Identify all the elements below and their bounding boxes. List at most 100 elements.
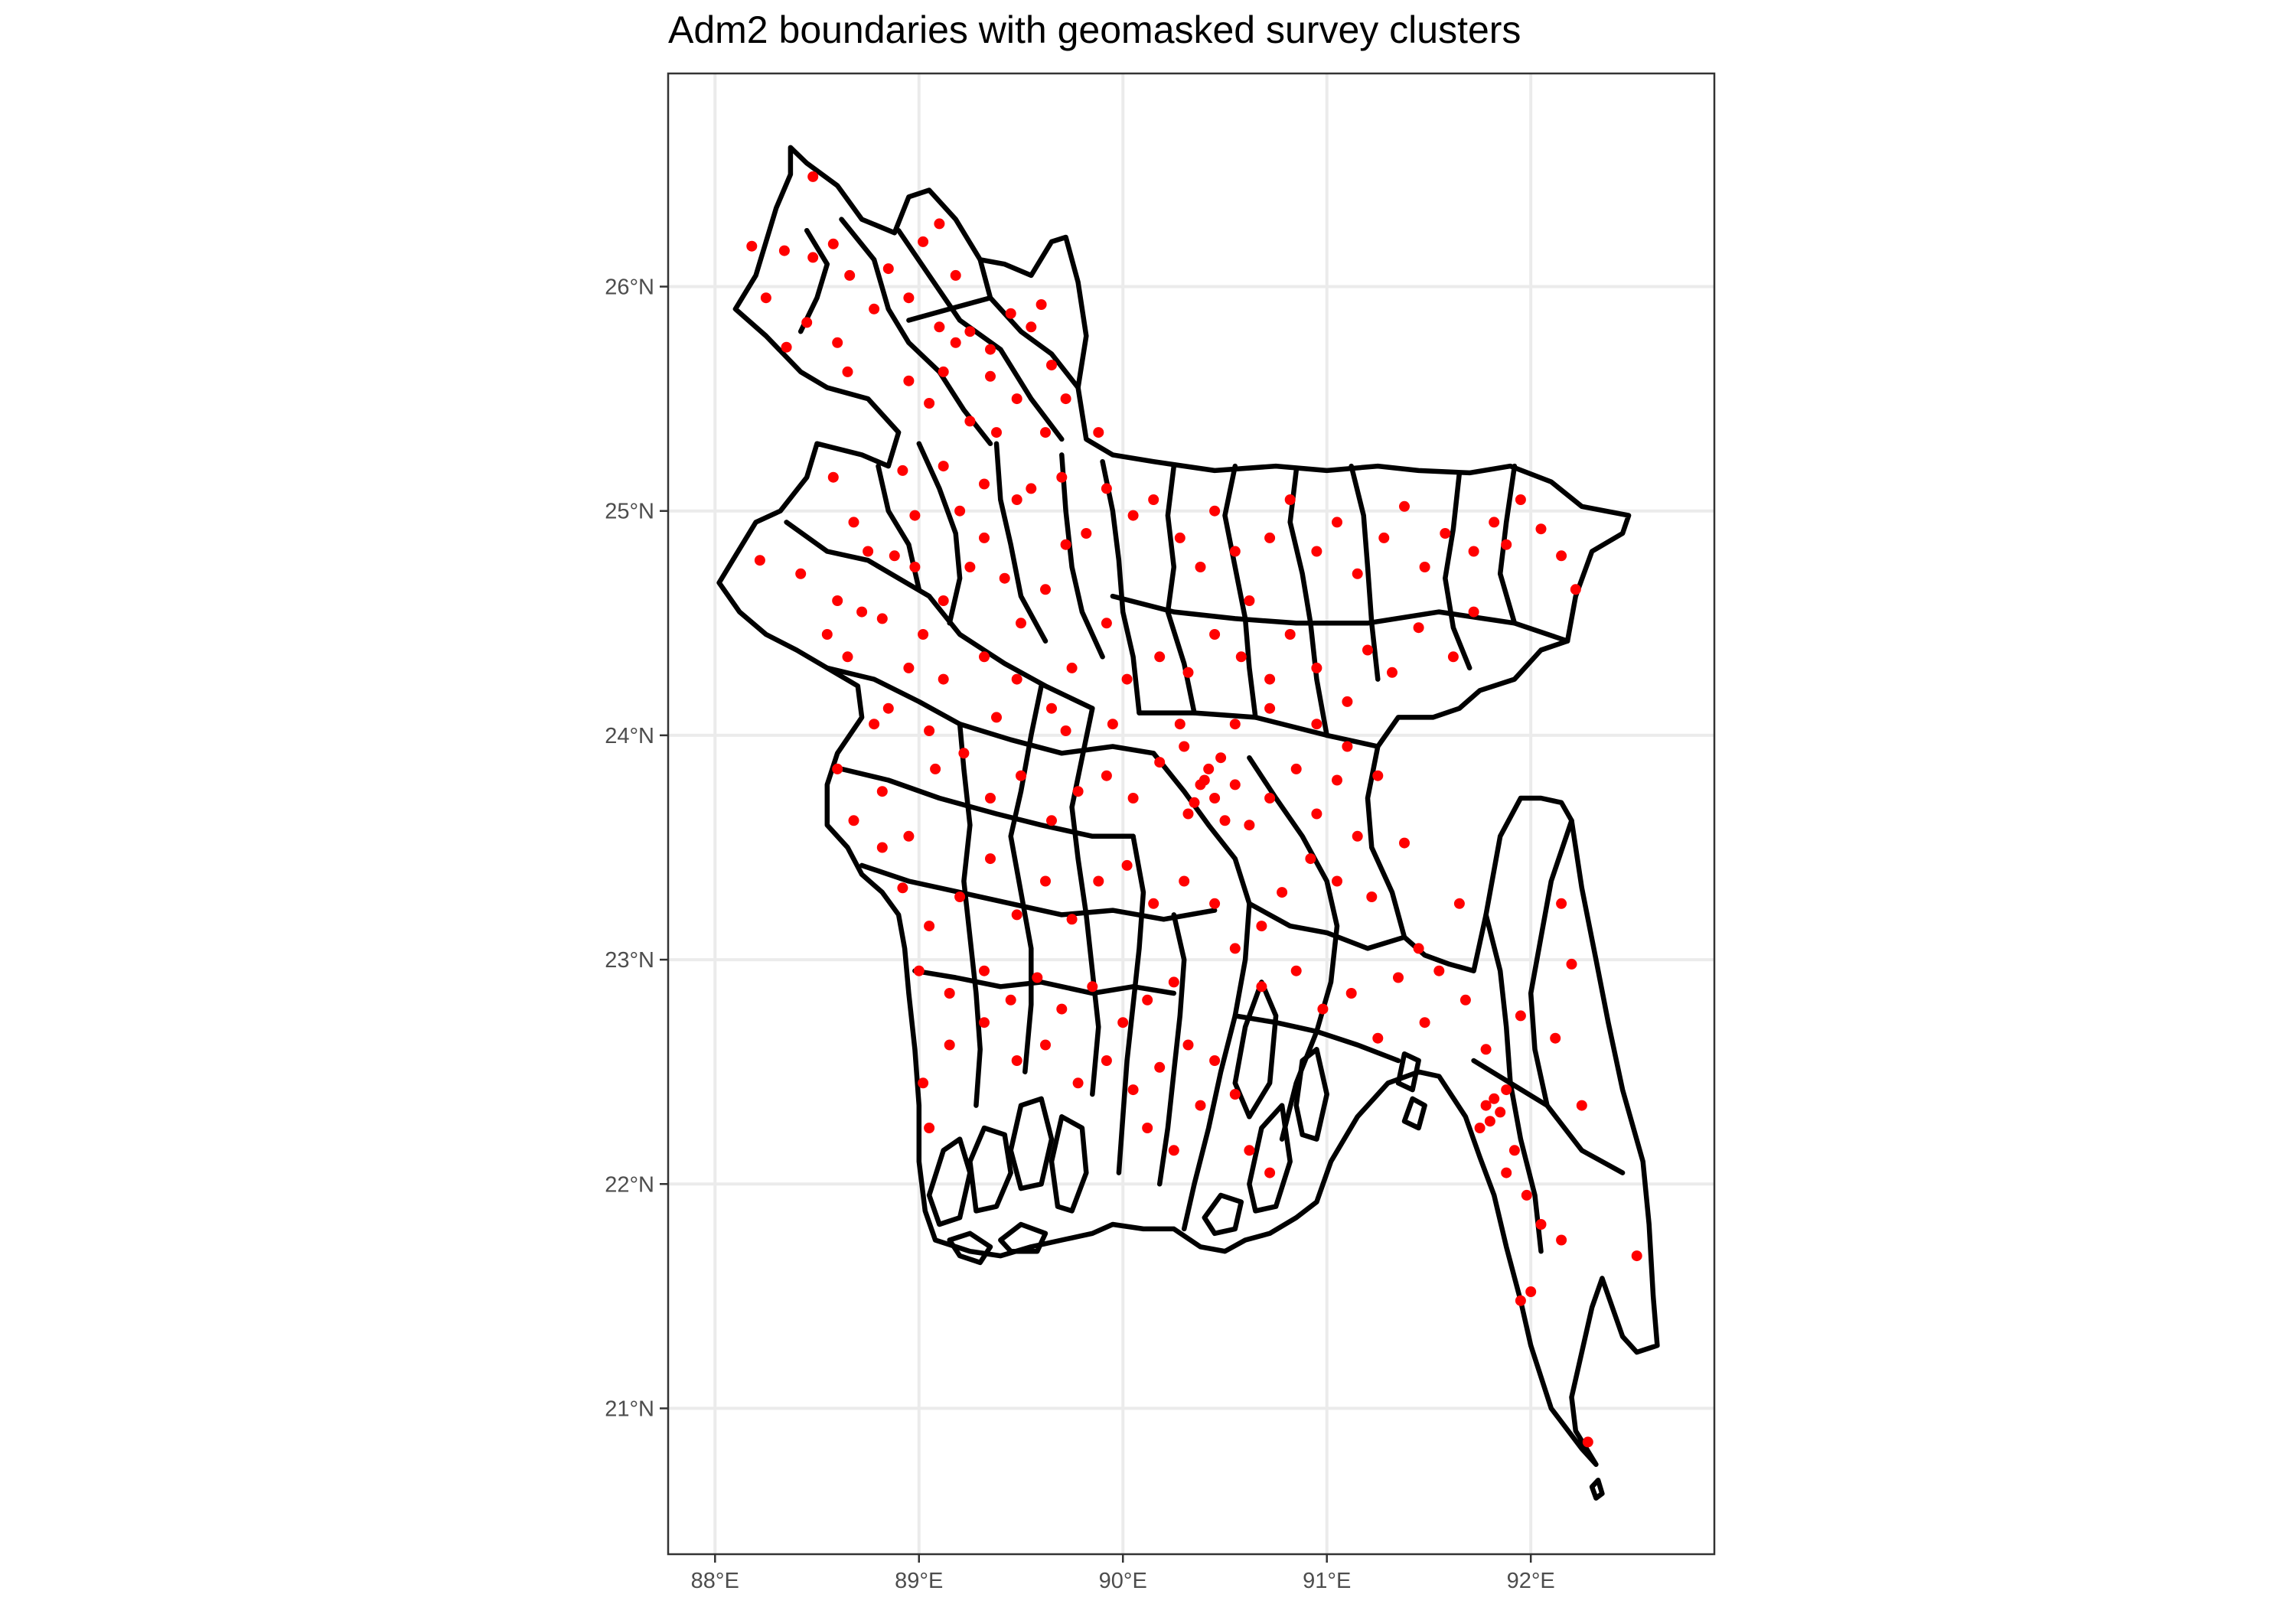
cluster-point: [1413, 943, 1424, 954]
x-tick-label: 88°E: [691, 1569, 739, 1593]
cluster-point: [1525, 1286, 1537, 1297]
cluster-point: [958, 748, 970, 759]
cluster-point: [938, 461, 949, 472]
cluster-point: [924, 725, 935, 736]
cluster-point: [1066, 662, 1078, 673]
cluster-point: [1026, 483, 1037, 494]
cluster-point: [979, 1017, 990, 1028]
cluster-point: [1203, 763, 1215, 774]
cluster-point: [1311, 662, 1322, 673]
cluster-point: [1419, 1017, 1430, 1028]
island-outline: [1232, 980, 1279, 1120]
island-outline: [1049, 1114, 1089, 1214]
cluster-point: [1556, 1234, 1567, 1246]
cluster-point: [1399, 837, 1410, 849]
cluster-point: [985, 853, 996, 865]
cluster-point: [938, 366, 949, 377]
cluster-point: [1093, 875, 1104, 887]
cluster-point: [807, 252, 819, 263]
cluster-point: [746, 240, 758, 252]
cluster-point: [1107, 719, 1118, 730]
district-boundary: [1471, 1058, 1550, 1108]
cluster-point: [1209, 629, 1221, 640]
cluster-point: [1101, 618, 1112, 629]
cluster-point: [897, 882, 908, 894]
cluster-point: [903, 662, 915, 673]
cluster-point: [876, 613, 888, 624]
cluster-point: [1413, 622, 1424, 634]
cluster-point: [1264, 702, 1276, 714]
cluster-point: [1209, 505, 1221, 517]
cluster-point: [1582, 1436, 1593, 1448]
cluster-point: [832, 763, 843, 774]
cluster-point: [1342, 696, 1353, 707]
x-tick-label: 90°E: [1099, 1569, 1147, 1593]
cluster-point: [1174, 532, 1186, 543]
cluster-point: [1215, 752, 1227, 764]
graticule: [668, 73, 1714, 1554]
district-boundary: [957, 721, 983, 1108]
cluster-point: [938, 673, 949, 685]
cluster-point: [1011, 673, 1022, 685]
cluster-point: [1311, 719, 1322, 730]
cluster-point: [979, 478, 990, 490]
cluster-point: [1154, 1061, 1166, 1073]
cluster-point: [842, 366, 853, 377]
cluster-point: [1468, 546, 1479, 557]
y-tick-label: 26°N: [605, 275, 654, 300]
cluster-point: [1501, 1084, 1512, 1096]
cluster-point: [807, 171, 819, 182]
cluster-point: [1101, 770, 1112, 781]
cluster-point: [1056, 471, 1068, 483]
cluster-point: [1352, 568, 1363, 579]
cluster-point: [856, 606, 868, 618]
cluster-point: [954, 505, 966, 517]
district-boundary: [993, 441, 1049, 644]
cluster-point: [1011, 1055, 1022, 1066]
cluster-point: [1072, 786, 1084, 797]
cluster-point: [1011, 494, 1022, 505]
district-boundary: [1137, 710, 1381, 749]
cluster-point: [1366, 892, 1378, 902]
cluster-point: [760, 292, 771, 304]
cluster-point: [1046, 702, 1057, 714]
cluster-point: [1182, 808, 1194, 820]
cluster-point: [985, 344, 996, 355]
cluster-point: [1372, 770, 1384, 781]
y-tick-label: 23°N: [605, 948, 654, 973]
survey-clusters: [746, 171, 1642, 1448]
cluster-point: [1168, 976, 1179, 988]
cluster-point: [1046, 815, 1057, 826]
island-outline: [1589, 1478, 1605, 1501]
cluster-point: [1480, 1044, 1492, 1055]
district-boundary: [1059, 452, 1105, 660]
cluster-point: [1290, 965, 1302, 976]
cluster-point: [1440, 528, 1451, 539]
cluster-point: [1219, 815, 1231, 826]
x-tick-label: 89°E: [895, 1569, 943, 1593]
cluster-point: [999, 572, 1010, 584]
cluster-point: [848, 815, 859, 826]
cluster-point: [950, 337, 961, 348]
island-outline: [926, 1136, 973, 1227]
y-tick-label: 25°N: [605, 500, 654, 524]
cluster-point: [1264, 1167, 1276, 1178]
district-boundary: [859, 862, 1218, 922]
cluster-point: [832, 337, 843, 348]
district-boundary: [824, 665, 1156, 756]
cluster-point: [1101, 1055, 1112, 1066]
cluster-point: [1005, 308, 1016, 319]
district-boundary: [1528, 818, 1626, 1175]
cluster-point: [1026, 321, 1037, 333]
cluster-point: [801, 317, 813, 328]
cluster-point: [1372, 1032, 1384, 1044]
cluster-point: [1515, 1010, 1526, 1022]
cluster-point: [1535, 1219, 1547, 1230]
district-boundary: [839, 217, 993, 446]
cluster-point: [909, 510, 921, 521]
cluster-point: [1244, 1145, 1255, 1156]
cluster-point: [1332, 517, 1342, 528]
island-outline: [1008, 1096, 1055, 1191]
cluster-point: [876, 842, 888, 853]
cluster-point: [1305, 853, 1316, 865]
